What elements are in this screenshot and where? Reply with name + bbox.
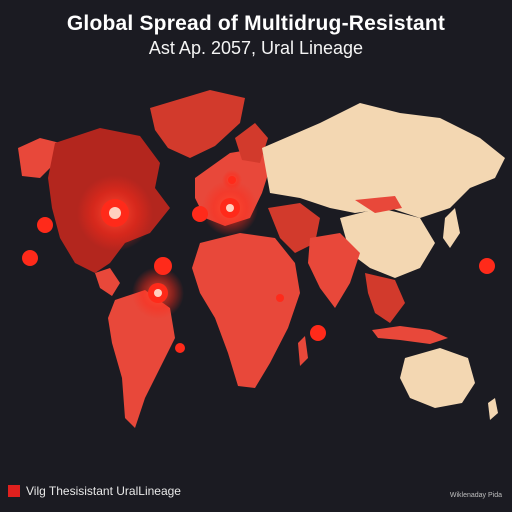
virus-hotspot-icon xyxy=(222,170,242,190)
region-southeast-asia xyxy=(365,273,405,323)
virus-hotspot-icon xyxy=(192,206,208,222)
virus-hotspot-icon xyxy=(310,325,326,341)
region-japan xyxy=(443,208,460,248)
virus-hotspot-icon xyxy=(37,217,53,233)
virus-hotspot-icon xyxy=(276,294,284,302)
virus-hotspot-icon xyxy=(479,258,495,274)
region-central-america xyxy=(95,268,120,296)
region-greenland xyxy=(150,90,245,158)
region-alaska xyxy=(18,138,60,178)
region-middle-east xyxy=(268,203,320,253)
legend-label: Vilg Thesisistant UralLineage xyxy=(26,484,181,498)
region-madagascar xyxy=(298,336,308,366)
map-credit: Wiklenaday Pida xyxy=(449,492,502,499)
region-china xyxy=(340,208,435,278)
world-map-svg xyxy=(18,90,505,428)
world-map xyxy=(0,68,512,468)
virus-hotspot-icon xyxy=(132,267,184,319)
map-subtitle: Ast Ap. 2057, Ural Lineage xyxy=(148,38,364,58)
virus-hotspot-icon xyxy=(154,257,172,275)
virus-hotspot-icon xyxy=(202,180,258,236)
legend: Vilg Thesisistant UralLineage xyxy=(8,484,181,498)
region-africa xyxy=(192,233,300,388)
map-title: Global Spread of Multidrug-Resistant xyxy=(66,12,446,35)
region-south-asia xyxy=(308,233,360,308)
region-new-zealand xyxy=(488,398,498,420)
region-scandinavia xyxy=(235,123,268,163)
region-australia xyxy=(400,348,475,408)
virus-hotspot-icon xyxy=(175,343,185,353)
region-indonesia xyxy=(372,326,448,344)
legend-swatch xyxy=(8,485,20,497)
virus-hotspot-icon xyxy=(22,250,38,266)
virus-hotspot-icon xyxy=(77,175,153,251)
region-south-america xyxy=(108,290,175,428)
region-asia-north xyxy=(262,103,505,218)
region-mongolia xyxy=(355,196,402,213)
